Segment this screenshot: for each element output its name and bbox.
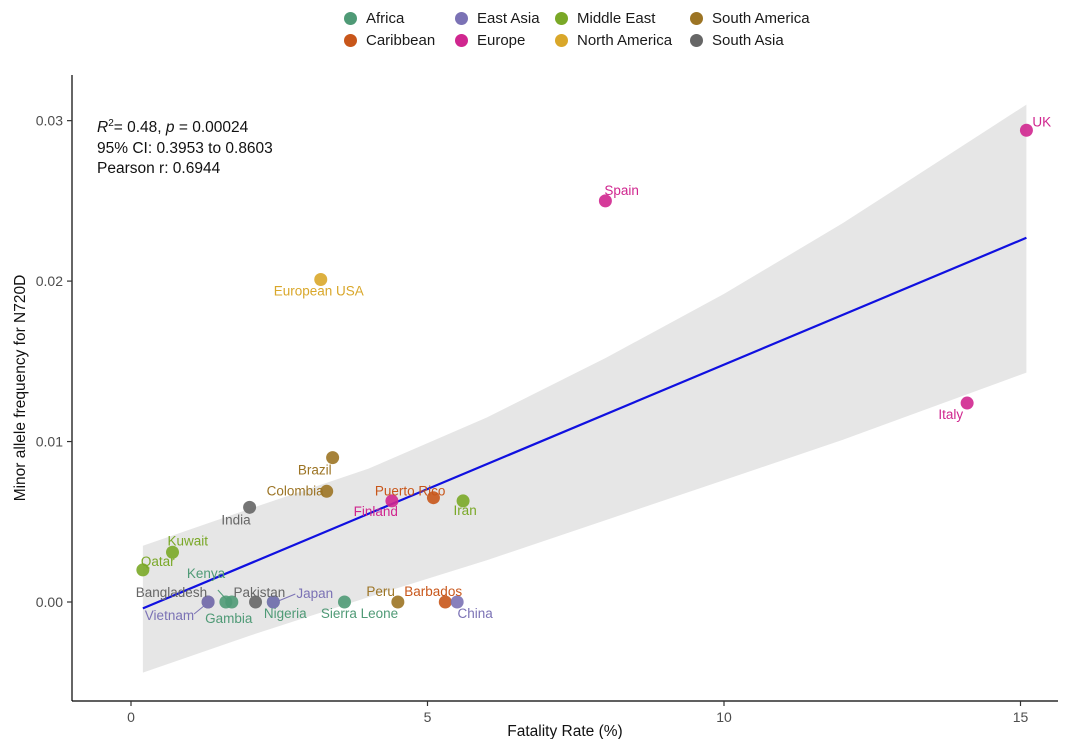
point-china [450, 595, 464, 609]
point-label: India [221, 512, 251, 527]
point-label: Kenya [187, 566, 226, 581]
legend-label: South Asia [712, 32, 784, 49]
point-uk [1019, 123, 1033, 137]
p-text: = 0.00024 [174, 119, 249, 137]
point-spain [598, 194, 612, 208]
legend-item-caribbean: Caribbean [344, 32, 435, 49]
point-label: Nigeria [264, 606, 307, 621]
legend-swatch [455, 12, 468, 25]
legend-item-europe: Europe [455, 32, 525, 49]
point-label: Sierra Leone [321, 606, 398, 621]
confidence-band [142, 104, 1027, 673]
point-japan [266, 595, 280, 609]
p-symbol: p [165, 119, 175, 137]
label-leader-line [193, 604, 206, 615]
point-pakistan [249, 595, 263, 609]
y-tick-label: 0.00 [36, 594, 63, 610]
point-peru [391, 595, 405, 609]
x-tick-label: 0 [127, 709, 135, 725]
legend-swatch [555, 34, 568, 47]
x-tick-label: 10 [716, 709, 732, 725]
legend-item-africa: Africa [344, 10, 404, 27]
x-axis-title: Fatality Rate (%) [507, 723, 622, 739]
point-label: Puerto Rico [375, 484, 446, 499]
point-label: Kuwait [168, 533, 209, 548]
legend-label: East Asia [477, 10, 540, 27]
legend-item-middle-east: Middle East [555, 10, 655, 27]
point-puerto-rico [426, 491, 440, 505]
point-label: Barbados [404, 584, 462, 599]
point-label: Pakistan [234, 585, 286, 600]
legend-swatch [690, 34, 703, 47]
point-iran [456, 494, 470, 508]
point-italy [960, 396, 974, 410]
point-label: Colombia [267, 483, 325, 498]
legend-label: Middle East [577, 10, 656, 27]
point-label: Spain [604, 183, 639, 198]
point-label: Italy [938, 407, 963, 422]
point-india [243, 500, 257, 514]
point-label: Gambia [205, 611, 253, 626]
legend-item-east-asia: East Asia [455, 10, 540, 27]
pearson-line: Pearson r: 0.6944 [97, 160, 221, 178]
label-leader-line [278, 593, 296, 602]
r2-line: R2= 0.48, p = 0.00024 [97, 114, 273, 139]
point-barbados [438, 595, 452, 609]
point-label: European USA [274, 283, 364, 298]
point-label: Japan [296, 586, 333, 601]
point-label: UK [1032, 114, 1051, 129]
regression-stats: R2= 0.48, p = 0.00024 95% CI: 0.3953 to … [97, 114, 273, 180]
point-gambia [225, 595, 239, 609]
legend-item-south-america: South America [690, 10, 810, 27]
point-brazil [326, 451, 340, 465]
point-label: Bangladesh [136, 585, 207, 600]
x-tick-label: 5 [424, 709, 432, 725]
legend-label: Caribbean [366, 32, 436, 49]
y-tick-label: 0.02 [36, 273, 63, 289]
regression-line [142, 236, 1027, 610]
point-label: Finland [354, 504, 398, 519]
point-label: Qatar [141, 554, 175, 569]
legend-swatch [344, 12, 357, 25]
legend-label: North America [577, 32, 673, 49]
legend-swatch [344, 34, 357, 47]
r2-superscript: 2 [108, 118, 114, 129]
x-tick-label: 15 [1013, 709, 1029, 725]
point-label: China [458, 606, 494, 621]
point-kuwait [166, 545, 180, 559]
point-colombia [320, 484, 334, 498]
point-sierra-leone [337, 595, 351, 609]
legend-item-north-america: North America [555, 32, 672, 49]
legend-label: Europe [477, 32, 526, 49]
legend-label: Africa [366, 10, 405, 27]
point-qatar [136, 563, 150, 577]
point-european-usa [314, 272, 328, 286]
y-tick-label: 0.03 [36, 113, 63, 129]
legend: Africa Caribbean East Asia Europe Middle… [0, 0, 1066, 60]
y-tick-label: 0.01 [36, 434, 63, 450]
point-label: Brazil [298, 463, 332, 478]
point-label: Iran [453, 503, 476, 518]
r2-text: = 0.48, [113, 119, 166, 137]
label-leader-line [217, 589, 228, 601]
point-label: Peru [366, 584, 395, 599]
legend-swatch [555, 12, 568, 25]
legend-swatch [690, 12, 703, 25]
legend-label: South America [712, 10, 810, 27]
y-axis-title: Minor allele frequency for N720D [12, 275, 29, 502]
legend-swatch [455, 34, 468, 47]
point-finland [385, 494, 399, 508]
ci-line: 95% CI: 0.3953 to 0.8603 [97, 139, 273, 157]
legend-item-south-asia: South Asia [690, 32, 784, 49]
point-label: Vietnam [145, 608, 194, 623]
r2-symbol: R [97, 119, 109, 137]
